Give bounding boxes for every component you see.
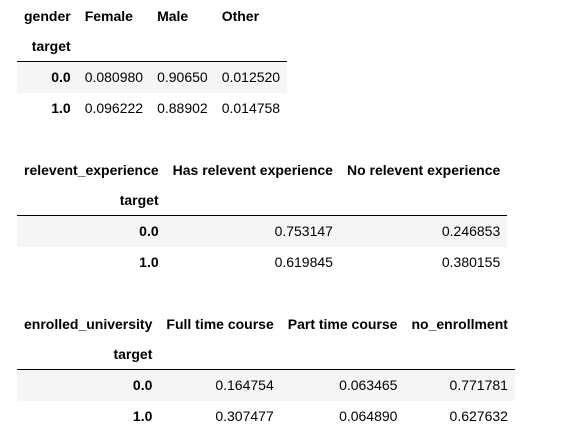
row-index: 0.0: [139, 223, 159, 240]
table-cell: 0.627632: [449, 408, 508, 424]
table-cell: 0.014758: [221, 100, 281, 116]
table-row: 0.0 0.080980 0.90650 0.012520: [17, 61, 288, 93]
empty-header-cell: [404, 339, 515, 370]
empty-header-cell: [150, 31, 215, 62]
row-index: 1.0: [132, 408, 153, 424]
table-row: 0.0 0.164754 0.063465 0.771781: [17, 369, 515, 401]
columns-name-header: relevent_experience: [24, 162, 159, 178]
table-row: 1.0 0.619845 0.380155: [17, 247, 507, 278]
relevent-experience-crosstab-table: relevent_experience Has relevent experie…: [17, 155, 508, 278]
empty-header-cell: [77, 31, 151, 62]
index-name-header: target: [17, 185, 166, 216]
table-cell: 0.753147: [274, 223, 333, 240]
column-header-other: Other: [221, 8, 260, 24]
table-cell: 0.012520: [221, 69, 281, 86]
row-index: 1.0: [51, 100, 71, 116]
row-index: 1.0: [139, 254, 159, 270]
column-header-female: Female: [84, 8, 133, 24]
gender-crosstab-table: gender Female Male Other target 0.0 0.08…: [17, 1, 288, 124]
column-header-no-enrollment: no_enrollment: [411, 316, 508, 332]
row-index: 0.0: [51, 69, 71, 86]
table-cell: 0.88902: [157, 100, 208, 116]
row-index: 0.0: [132, 377, 153, 394]
table-row: 1.0 0.096222 0.88902 0.014758: [17, 93, 287, 124]
columns-name-header: enrolled_university: [24, 316, 153, 332]
column-header-full-time-course: Full time course: [166, 316, 274, 332]
table-cell: 0.096222: [84, 100, 144, 116]
table-cell: 0.380155: [441, 254, 501, 270]
enrolled-university-crosstab-table: enrolled_university Full time course Par…: [17, 309, 515, 432]
table-cell: 0.246853: [441, 223, 501, 240]
empty-header-cell: [165, 185, 340, 216]
table-cell: 0.771781: [449, 377, 508, 394]
table-row: 1.0 0.307477 0.064890 0.627632: [17, 401, 515, 432]
column-header-part-time-course: Part time course: [287, 316, 398, 332]
columns-name-header: gender: [24, 8, 71, 24]
empty-header-cell: [339, 185, 508, 216]
table-cell: 0.063465: [339, 377, 398, 394]
column-header-male: Male: [157, 8, 189, 24]
column-header-no-relevent-experience: No relevent experience: [346, 162, 501, 178]
index-name-header: target: [17, 339, 160, 370]
table-row: 0.0 0.753147 0.246853: [17, 215, 508, 247]
table-cell: 0.90650: [157, 69, 208, 86]
empty-header-cell: [159, 339, 281, 370]
table-cell: 0.080980: [84, 69, 144, 86]
empty-header-cell: [214, 31, 288, 62]
column-header-has-relevent-experience: Has relevent experience: [172, 162, 333, 178]
index-name-header: target: [17, 31, 78, 62]
table-cell: 0.307477: [215, 408, 274, 424]
table-cell: 0.619845: [274, 254, 333, 270]
table-cell: 0.064890: [339, 408, 398, 424]
empty-header-cell: [280, 339, 405, 370]
table-cell: 0.164754: [215, 377, 274, 394]
